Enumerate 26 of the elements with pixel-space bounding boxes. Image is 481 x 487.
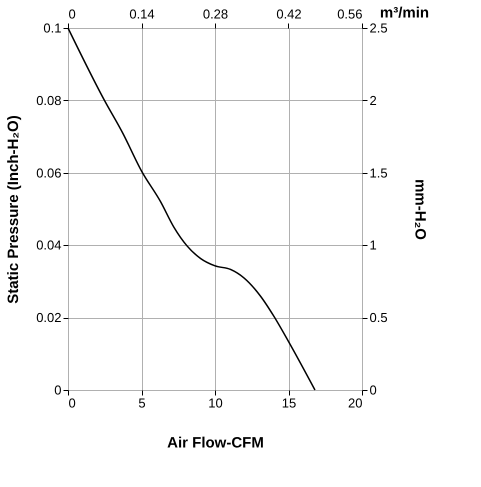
x-tick-label: 5 [138, 396, 146, 410]
x2-tick-label: 0.56 [337, 6, 362, 22]
y2-tick-label: 0 [370, 382, 377, 398]
x2-tick-label: 0.28 [202, 6, 228, 22]
y2-tick-label: 0.5 [370, 310, 388, 326]
y-tick-label: 0.06 [36, 165, 62, 180]
x2-tick-label: 0.42 [276, 6, 302, 22]
x2-tick-label: 0.14 [129, 6, 155, 22]
y2-tick-label: 2 [370, 92, 377, 108]
x2-tick-label: 0 [68, 6, 76, 22]
y-tick-label: 0.08 [36, 92, 62, 108]
y2-tick-label: 1 [370, 238, 377, 253]
y-tick-label: 0.02 [36, 310, 62, 326]
y-tick-label: 0.04 [36, 238, 62, 253]
x2-axis-title: m³/min [380, 4, 430, 22]
x-tick-label: 0 [68, 396, 76, 410]
y2-tick-label: 2.5 [370, 20, 388, 36]
y-tick-label: 0 [54, 382, 62, 398]
y2-tick-label: 1.5 [370, 165, 388, 180]
y2-axis-title: mm-H₂O [412, 179, 429, 240]
y-axis-title: Static Pressure (Inch-H₂O) [5, 115, 22, 304]
x-tick-label: 20 [348, 396, 362, 410]
x-axis-title: Air Flow-CFM [167, 434, 264, 452]
y-tick-label: 0.1 [43, 20, 62, 36]
x-tick-label: 15 [282, 396, 296, 410]
x-tick-label: 10 [208, 396, 223, 410]
